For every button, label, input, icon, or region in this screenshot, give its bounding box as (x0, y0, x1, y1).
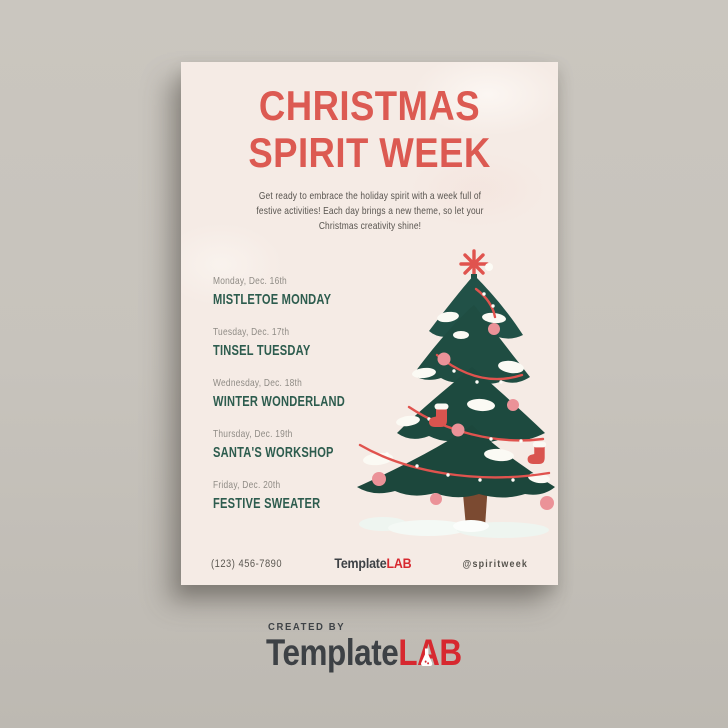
schedule-date: Wednesday, Dec. 18th (213, 377, 303, 389)
created-by-label: CREATED BY (268, 622, 346, 633)
footer-brand-template: Template (334, 556, 387, 571)
garland-lights (385, 292, 523, 482)
branch-snow (363, 311, 550, 484)
stocking-icon (429, 403, 449, 427)
poster-title-line2: SPIRIT WEEK (248, 129, 491, 176)
social-handle: @spiritweek (462, 557, 528, 570)
flyer-poster: CHRISTMAS SPIRIT WEEK Get ready to embra… (181, 62, 558, 585)
schedule-event: SANTA'S WORKSHOP (213, 444, 334, 461)
poster-title-line1: CHRISTMAS (258, 82, 481, 129)
poster-intro-text: Get ready to embrace the holiday spirit … (255, 190, 484, 232)
schedule-item: Friday, Dec. 20th FESTIVE SWEATER (213, 479, 383, 530)
schedule-date: Monday, Dec. 16th (213, 275, 287, 287)
poster-title: CHRISTMAS SPIRIT WEEK (206, 82, 534, 176)
stocking-icon (527, 441, 547, 464)
star-icon (459, 249, 489, 279)
logo-template-text: Template (266, 632, 399, 673)
templatelab-logo: TemplateLAB (266, 632, 462, 673)
schedule-event: WINTER WONDERLAND (213, 393, 346, 410)
flask-icon (420, 648, 432, 666)
templatelab-watermark: CREATED BY TemplateLAB (266, 622, 462, 671)
ground-snow (359, 517, 549, 538)
schedule-event: MISTLETOE MONDAY (213, 291, 332, 308)
schedule-date: Friday, Dec. 20th (213, 479, 281, 491)
ornaments (372, 323, 554, 510)
phone-number: (123) 456-7890 (211, 557, 283, 570)
schedule-item: Thursday, Dec. 19th SANTA'S WORKSHOP (213, 428, 383, 479)
footer-brand-logo: TemplateLAB (334, 556, 411, 571)
schedule-date: Thursday, Dec. 19th (213, 428, 293, 440)
schedule-event: FESTIVE SWEATER (213, 495, 321, 512)
schedule-item: Wednesday, Dec. 18th WINTER WONDERLAND (213, 377, 383, 428)
schedule-item: Tuesday, Dec. 17th TINSEL TUESDAY (213, 326, 383, 377)
poster-footer: (123) 456-7890 TemplateLAB @spiritweek (181, 556, 558, 571)
snowball (485, 263, 493, 271)
schedule-event: TINSEL TUESDAY (213, 342, 311, 359)
logo-lab-text: LAB (398, 632, 462, 673)
christmas-tree-illustration (357, 249, 555, 538)
schedule-date: Tuesday, Dec. 17th (213, 326, 290, 338)
schedule-list: Monday, Dec. 16th MISTLETOE MONDAY Tuesd… (213, 275, 383, 530)
footer-brand-lab: LAB (386, 556, 412, 571)
schedule-item: Monday, Dec. 16th MISTLETOE MONDAY (213, 275, 383, 326)
